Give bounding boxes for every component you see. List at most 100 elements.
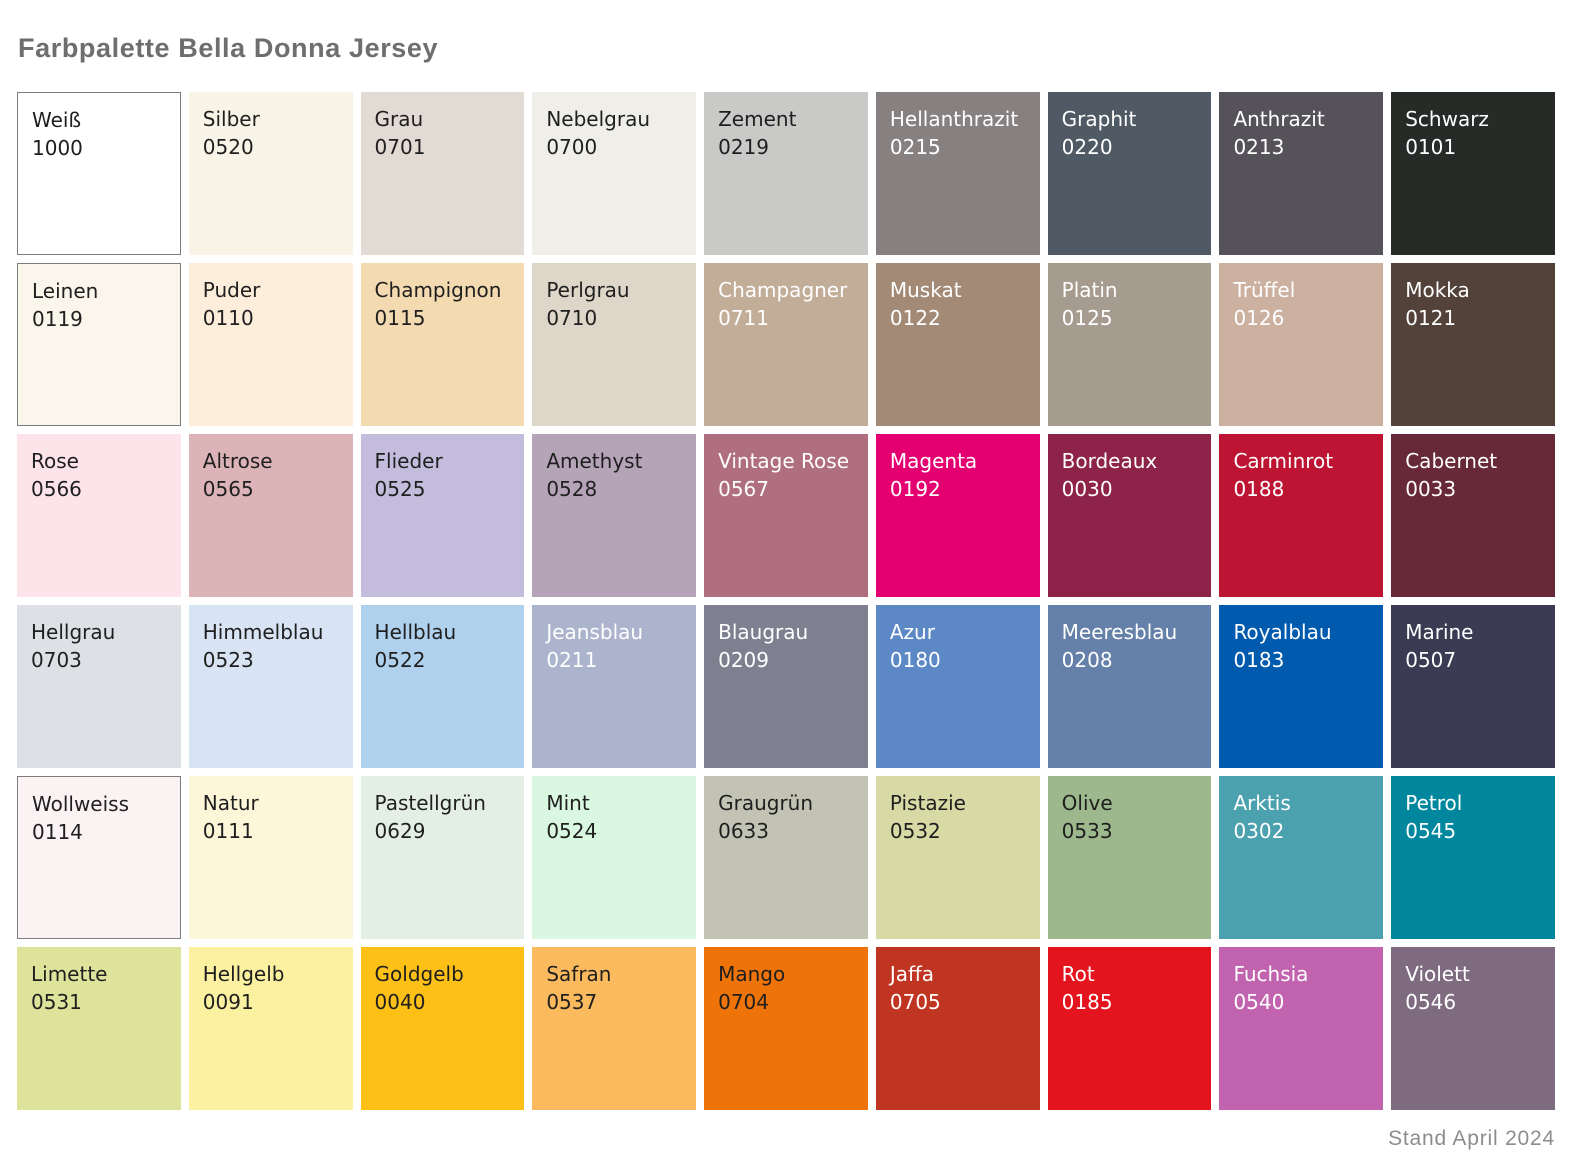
color-name: Magenta	[889, 449, 978, 473]
color-code: 0215	[889, 135, 941, 159]
color-name: Mint	[546, 791, 590, 815]
color-swatch: Mango 0704	[704, 947, 868, 1110]
color-name: Anthrazit	[1233, 107, 1325, 131]
color-name: Weiß	[32, 108, 82, 132]
color-name: Silber	[202, 107, 260, 131]
color-code: 0545	[1405, 819, 1457, 843]
color-code: 0700	[546, 135, 598, 159]
color-grid: Weiß 1000 Silber 0520 Grau 0701 Nebelgra…	[17, 92, 1555, 1110]
color-name: Violett	[1405, 962, 1470, 986]
color-swatch: Altrose 0565	[188, 434, 353, 597]
color-name: Muskat	[889, 278, 962, 302]
color-code: 0705	[889, 990, 941, 1014]
color-code: 0101	[1405, 135, 1457, 159]
color-code: 0209	[718, 648, 770, 672]
color-code: 0525	[374, 477, 426, 501]
color-name: Meeresblau	[1061, 620, 1178, 644]
color-name: Amethyst	[546, 449, 643, 473]
color-code: 0211	[546, 648, 598, 672]
color-swatch: Hellgelb 0091	[188, 947, 353, 1110]
color-name: Schwarz	[1405, 107, 1489, 131]
color-code: 0710	[546, 306, 598, 330]
color-name: Grau	[374, 107, 424, 131]
color-swatch: Himmelblau 0523	[188, 605, 353, 768]
color-swatch: Magenta 0192	[875, 434, 1040, 597]
color-swatch: Pastellgrün 0629	[360, 776, 525, 939]
color-code: 0704	[718, 990, 770, 1014]
color-name: Pastellgrün	[374, 791, 486, 815]
color-code: 0030	[1061, 477, 1113, 501]
color-swatch: Olive 0533	[1047, 776, 1212, 939]
color-swatch: Flieder 0525	[360, 434, 525, 597]
color-name: Leinen	[32, 279, 99, 303]
color-code: 0540	[1233, 990, 1285, 1014]
color-swatch: Anthrazit 0213	[1219, 92, 1384, 255]
color-name: Nebelgrau	[546, 107, 650, 131]
color-swatch: Carminrot 0188	[1219, 434, 1384, 597]
color-name: Hellblau	[374, 620, 457, 644]
color-swatch: Blaugrau 0209	[704, 605, 868, 768]
color-code: 0629	[374, 819, 426, 843]
color-swatch: Violett 0546	[1391, 947, 1555, 1110]
color-swatch: Perlgrau 0710	[532, 263, 697, 426]
color-code: 0091	[202, 990, 254, 1014]
color-code: 0185	[1061, 990, 1113, 1014]
color-swatch: Mint 0524	[532, 776, 697, 939]
color-code: 0565	[202, 477, 254, 501]
color-name: Arktis	[1233, 791, 1291, 815]
color-name: Flieder	[374, 449, 443, 473]
color-code: 0533	[1061, 819, 1113, 843]
color-name: Hellgrau	[31, 620, 116, 644]
color-code: 0192	[889, 477, 941, 501]
color-name: Limette	[31, 962, 108, 986]
color-code: 0219	[718, 135, 770, 159]
color-name: Blaugrau	[718, 620, 809, 644]
color-name: Perlgrau	[546, 278, 630, 302]
color-swatch: Weiß 1000	[17, 92, 181, 255]
color-name: Cabernet	[1405, 449, 1498, 473]
color-name: Graphit	[1061, 107, 1137, 131]
color-code: 0566	[31, 477, 82, 501]
color-swatch: Zement 0219	[704, 92, 868, 255]
color-code: 0711	[718, 306, 770, 330]
color-code: 0213	[1233, 135, 1285, 159]
color-code: 0115	[374, 306, 426, 330]
color-name: Graugrün	[718, 791, 814, 815]
color-code: 0507	[1405, 648, 1457, 672]
color-swatch: Bordeaux 0030	[1047, 434, 1212, 597]
color-swatch: Muskat 0122	[875, 263, 1040, 426]
color-name: Marine	[1405, 620, 1474, 644]
color-swatch: Jeansblau 0211	[532, 605, 697, 768]
color-swatch: Safran 0537	[532, 947, 697, 1110]
color-code: 0121	[1405, 306, 1457, 330]
color-code: 0126	[1233, 306, 1285, 330]
color-code: 0119	[32, 307, 83, 331]
color-name: Rose	[31, 449, 79, 473]
color-swatch: Schwarz 0101	[1391, 92, 1555, 255]
color-code: 0183	[1233, 648, 1285, 672]
color-name: Mokka	[1405, 278, 1470, 302]
color-swatch: Goldgelb 0040	[360, 947, 525, 1110]
color-swatch: Rose 0566	[17, 434, 181, 597]
color-swatch: Fuchsia 0540	[1219, 947, 1384, 1110]
color-code: 0122	[889, 306, 941, 330]
color-swatch: Silber 0520	[188, 92, 353, 255]
color-swatch: Trüffel 0126	[1219, 263, 1384, 426]
color-name: Jaffa	[889, 962, 935, 986]
color-name: Trüffel	[1233, 278, 1296, 302]
color-name: Jeansblau	[546, 620, 644, 644]
color-code: 0302	[1233, 819, 1285, 843]
color-name: Bordeaux	[1061, 449, 1158, 473]
color-name: Petrol	[1405, 791, 1463, 815]
color-swatch: Hellgrau 0703	[17, 605, 181, 768]
color-swatch: Petrol 0545	[1391, 776, 1555, 939]
color-name: Altrose	[202, 449, 273, 473]
color-swatch: Meeresblau 0208	[1047, 605, 1212, 768]
color-code: 0567	[718, 477, 770, 501]
color-code: 0180	[889, 648, 941, 672]
color-code: 0125	[1061, 306, 1113, 330]
color-code: 0537	[546, 990, 598, 1014]
color-name: Puder	[202, 278, 261, 302]
color-name: Safran	[546, 962, 612, 986]
